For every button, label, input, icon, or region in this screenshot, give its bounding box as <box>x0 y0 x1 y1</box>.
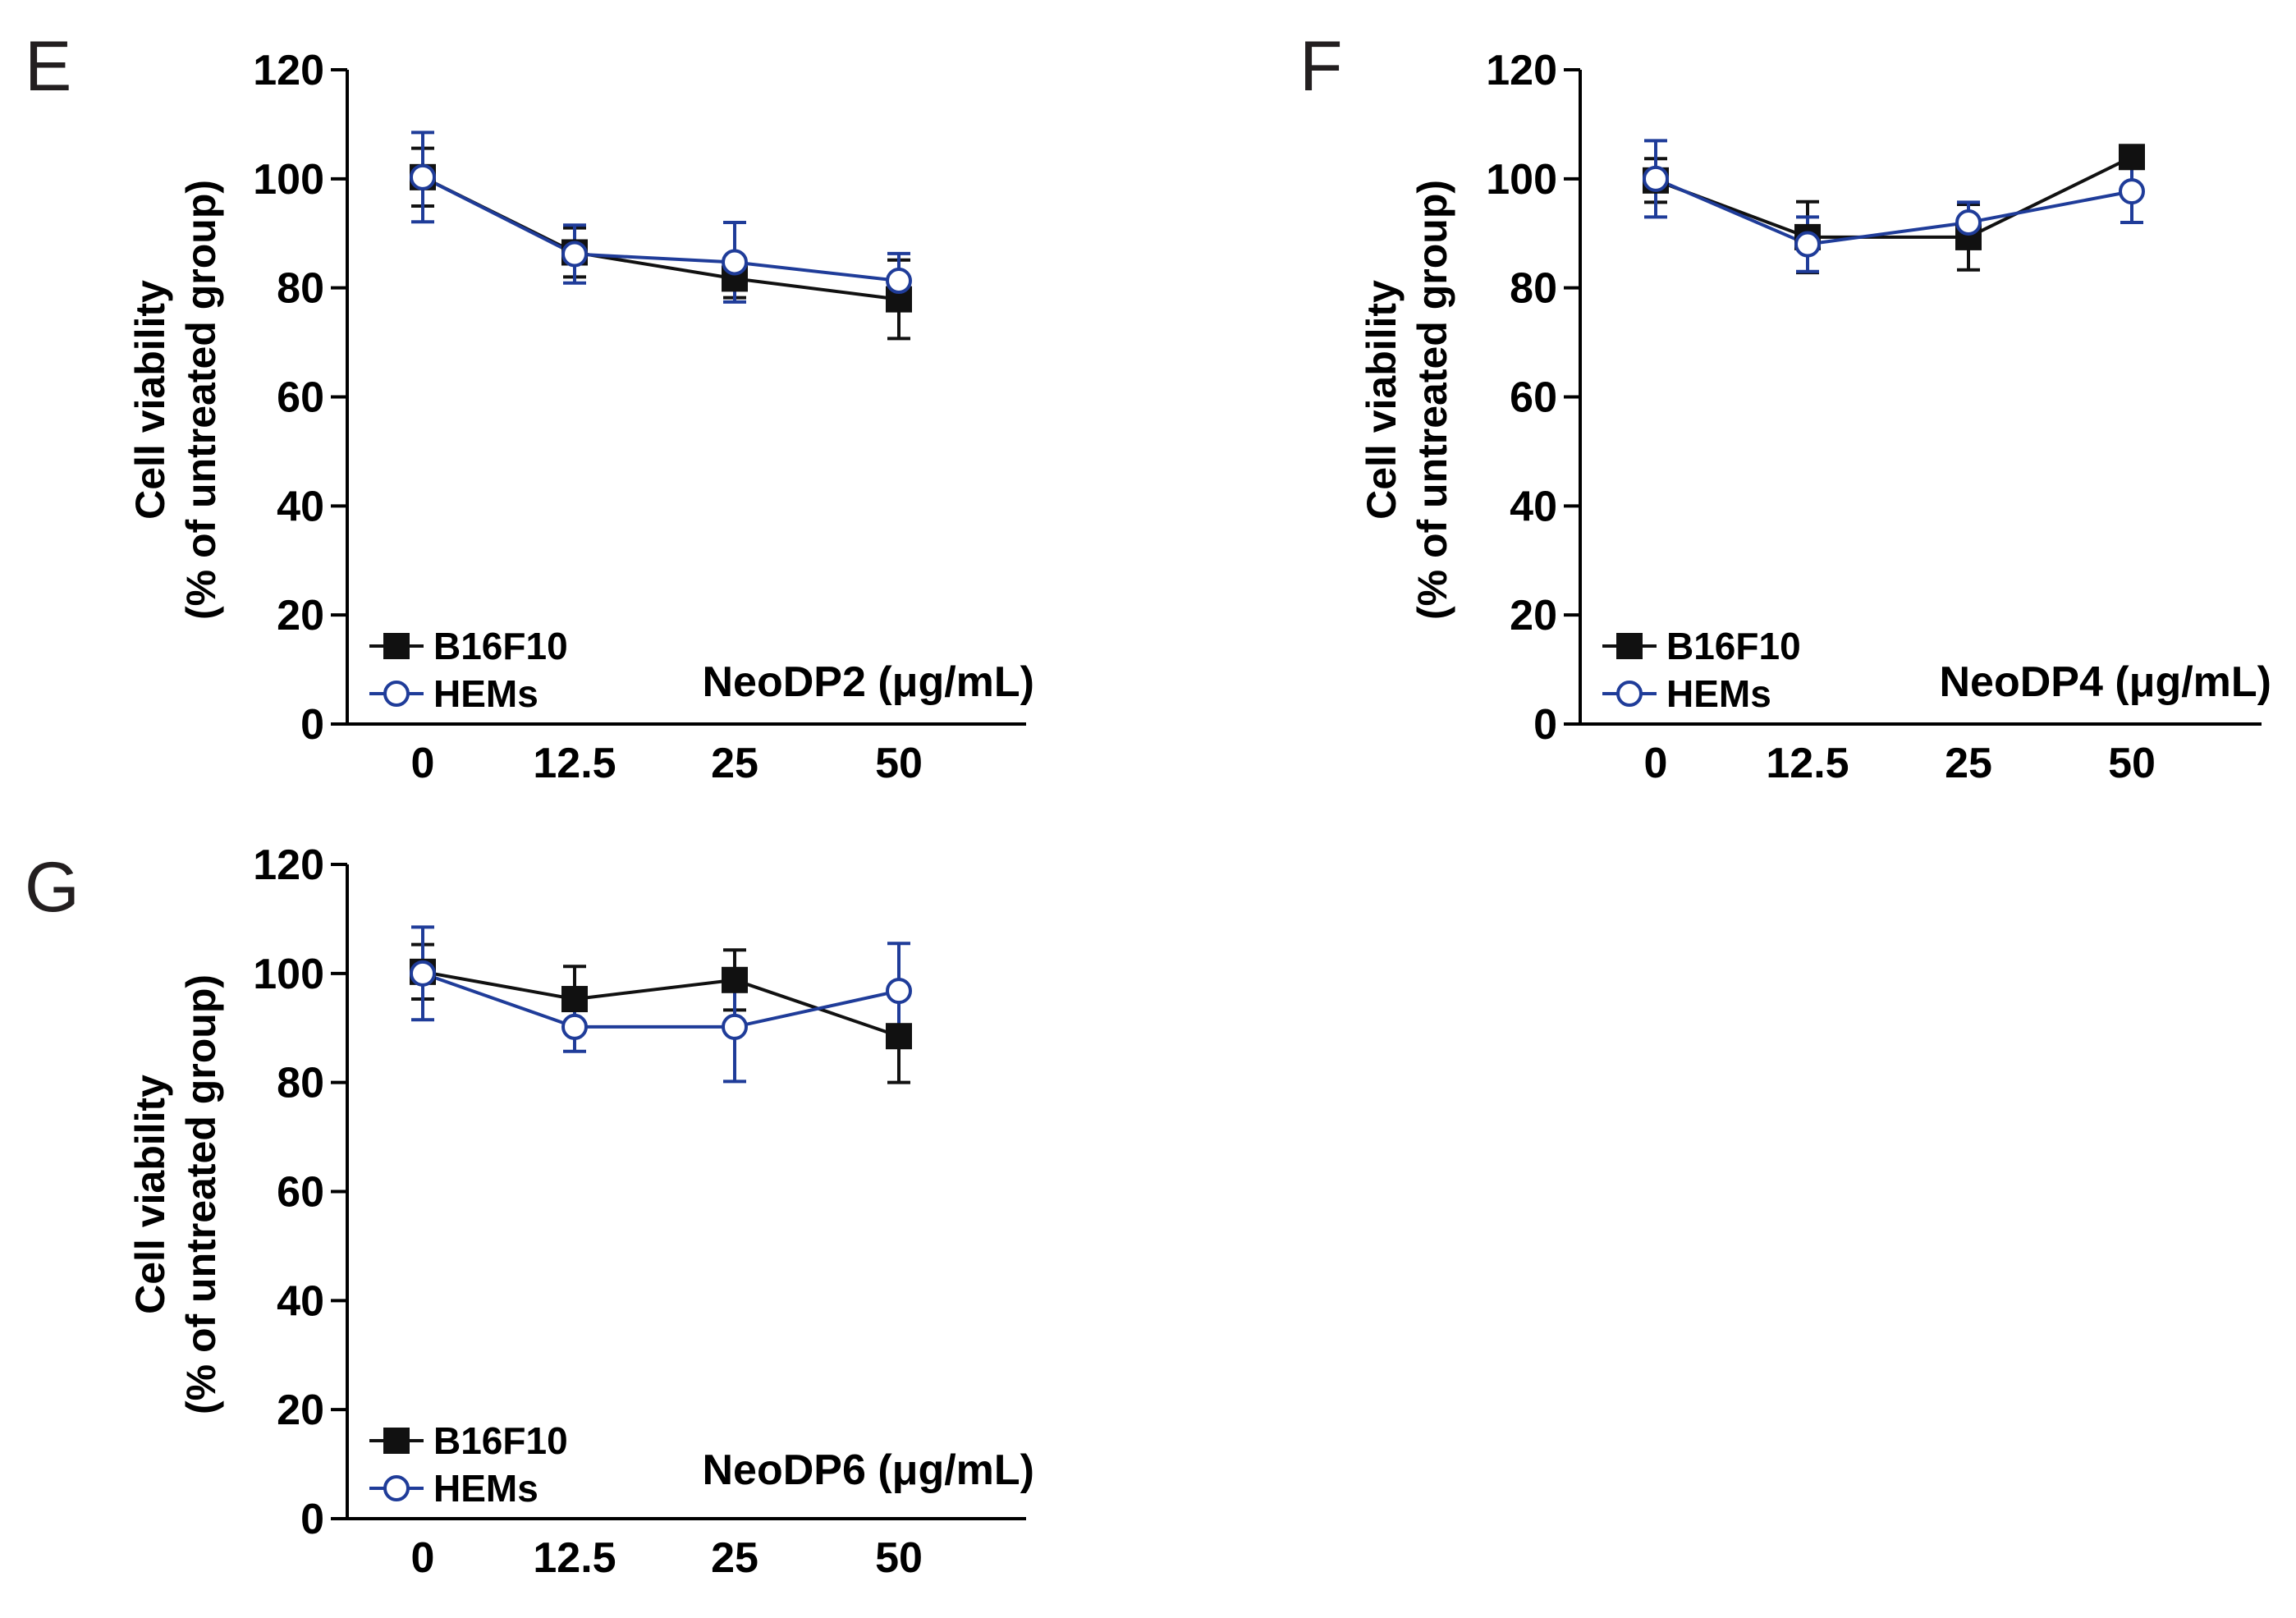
x-tick-label: 12.5 <box>533 1534 616 1582</box>
x-tick-label: 0 <box>1644 740 1668 787</box>
data-point-hems <box>561 1013 588 1040</box>
x-axis-title: NeoDP6 (μg/mL) <box>703 1446 1035 1494</box>
y-tick-label: 120 <box>1486 47 1557 94</box>
panel-letter: F <box>1299 27 1343 106</box>
legend: B16F10 HEMs <box>1602 625 1801 715</box>
y-axis-label: Cell viability <box>1359 280 1405 520</box>
y-tick-label: 60 <box>277 1169 324 1217</box>
x-tick-label: 12.5 <box>1766 740 1849 787</box>
legend-square-marker <box>383 1428 410 1454</box>
data-point-hems <box>2119 178 2145 205</box>
y-tick-label: 80 <box>1510 265 1557 313</box>
y-axis-label: Cell viability <box>127 280 173 520</box>
series-line <box>1655 176 2133 246</box>
data-point-hems <box>1955 209 1982 236</box>
y-tick-label: 20 <box>277 592 324 639</box>
series-hems <box>411 131 910 310</box>
data-point-b16f10 <box>722 966 748 993</box>
legend-label: HEMs <box>433 672 538 715</box>
legend-circle-marker <box>383 681 410 707</box>
legend-label: B16F10 <box>1666 625 1801 667</box>
series-line <box>1655 155 2133 239</box>
x-axis-title: NeoDP4 (μg/mL) <box>1940 658 2272 706</box>
y-tick-label: 20 <box>1510 592 1557 639</box>
legend-circle-marker <box>1616 681 1643 707</box>
y-tick-label: 40 <box>277 1277 324 1325</box>
data-point-b16f10 <box>886 1023 912 1050</box>
y-axis-label-units: (% of untreated group) <box>178 974 224 1414</box>
y-tick-label: 80 <box>277 265 324 313</box>
data-point-b16f10 <box>2119 144 2145 171</box>
series-hems <box>1644 139 2143 273</box>
y-tick-label: 120 <box>253 841 324 889</box>
legend-label: HEMs <box>1666 672 1771 715</box>
y-tick-label: 100 <box>1486 156 1557 204</box>
y-tick-label: 0 <box>300 701 324 749</box>
x-tick-label: 0 <box>411 740 435 787</box>
series-line <box>422 176 900 301</box>
y-tick-label: 60 <box>277 374 324 422</box>
data-point-hems <box>722 1013 748 1040</box>
series-b16f10 <box>411 146 910 341</box>
data-point-hems <box>1794 231 1821 258</box>
chart-panel-g: G 0 20 40 60 80 100 120 0 12.5 25 50 Cell viability(… <box>25 841 1034 1582</box>
x-tick-label: 25 <box>1945 740 1992 787</box>
series-b16f10 <box>1644 147 2143 275</box>
panel-letter: E <box>25 27 71 106</box>
x-tick-label: 50 <box>875 740 923 787</box>
data-point-hems <box>886 268 912 295</box>
y-tick-label: 100 <box>253 951 324 998</box>
data-point-hems <box>410 960 436 987</box>
x-tick-label: 50 <box>2108 740 2156 787</box>
chart-panel-e: E 0 20 40 60 80 100 120 0 12.5 25 50 Cell viability(… <box>25 27 1034 787</box>
legend-square-marker <box>383 633 410 659</box>
y-tick-label: 40 <box>1510 483 1557 530</box>
x-tick-label: 0 <box>411 1534 435 1582</box>
data-point-hems <box>722 249 748 276</box>
legend: B16F10 HEMs <box>369 1419 568 1510</box>
data-point-hems <box>886 978 912 1005</box>
data-point-b16f10 <box>561 986 588 1013</box>
data-point-hems <box>410 163 436 190</box>
legend-label: B16F10 <box>433 625 568 667</box>
data-point-hems <box>1643 165 1669 192</box>
y-tick-label: 60 <box>1510 374 1557 422</box>
y-axis-label-units: (% of untreated group) <box>178 180 224 620</box>
panel-letter: G <box>25 848 80 927</box>
series-line <box>422 971 900 1029</box>
x-tick-label: 12.5 <box>533 740 616 787</box>
y-axis-label: Cell viability <box>127 1075 173 1314</box>
y-tick-label: 80 <box>277 1060 324 1107</box>
x-tick-label: 25 <box>711 1534 758 1582</box>
y-tick-label: 0 <box>1533 701 1557 749</box>
legend: B16F10 HEMs <box>369 625 568 715</box>
y-tick-label: 40 <box>277 483 324 530</box>
x-axis-title: NeoDP2 (μg/mL) <box>703 658 1035 706</box>
y-tick-label: 0 <box>300 1496 324 1543</box>
series-hems <box>411 925 910 1084</box>
legend-square-marker <box>1616 633 1643 659</box>
x-tick-label: 50 <box>875 1534 923 1582</box>
legend-label: B16F10 <box>433 1419 568 1462</box>
x-tick-label: 25 <box>711 740 758 787</box>
chart-panel-f: F 0 20 40 60 80 100 120 0 12.5 25 50 Cell viability(… <box>1299 27 2271 787</box>
data-point-hems <box>561 241 588 268</box>
legend-label: HEMs <box>433 1467 538 1510</box>
legend-circle-marker <box>383 1475 410 1501</box>
y-tick-label: 120 <box>253 47 324 94</box>
y-tick-label: 100 <box>253 156 324 204</box>
series-line <box>422 176 900 283</box>
series-b16f10 <box>411 942 910 1084</box>
y-tick-label: 20 <box>277 1387 324 1434</box>
y-axis-label-units: (% of untreated group) <box>1409 180 1455 620</box>
